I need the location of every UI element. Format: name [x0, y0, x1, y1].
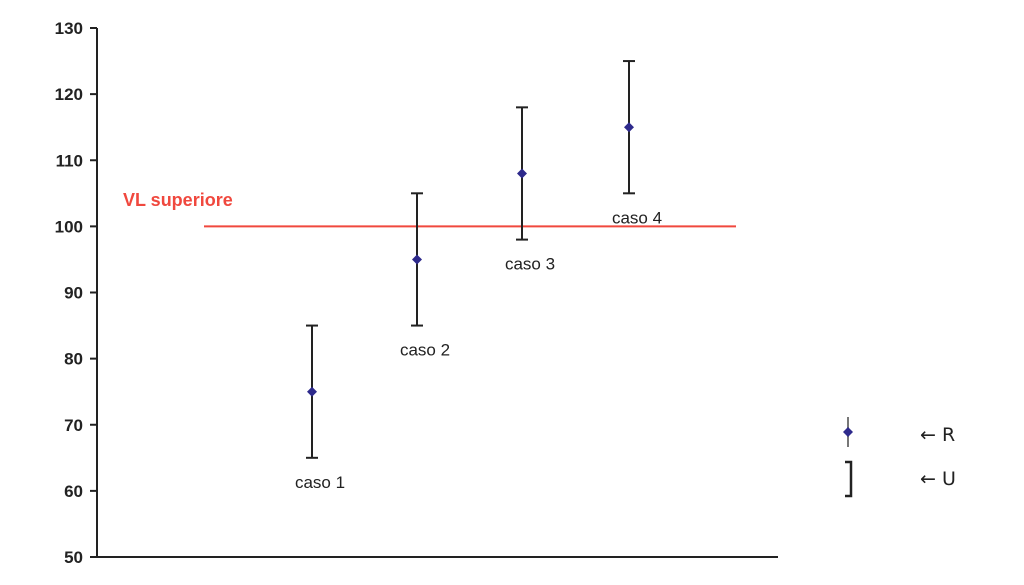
y-tick-label: 100 — [55, 217, 83, 236]
y-tick-label: 120 — [55, 85, 83, 104]
axes: 50 60 70 80 90 100 110 120 130 — [55, 19, 778, 567]
data-point-4: caso 4 — [612, 60, 662, 227]
point-label: caso 4 — [612, 208, 662, 227]
y-tick-label: 50 — [64, 548, 83, 567]
legend-entry-r: ← R — [920, 424, 955, 446]
legend: ← R ← U — [843, 417, 956, 498]
legend-point-marker-icon — [843, 427, 853, 437]
point-label: caso 3 — [505, 255, 555, 274]
y-tick-label: 90 — [64, 284, 83, 303]
reference-line-label: VL superiore — [123, 190, 233, 210]
y-tick-label: 130 — [55, 19, 83, 38]
y-tick-label: 70 — [64, 416, 83, 435]
point-label: caso 1 — [295, 473, 345, 492]
y-tick-label: 60 — [64, 482, 83, 501]
legend-bracket-icon — [845, 460, 853, 498]
point-marker — [307, 386, 317, 397]
y-tick-label: 80 — [64, 350, 83, 369]
point-label: caso 2 — [400, 341, 450, 360]
point-marker — [624, 122, 634, 133]
legend-entry-u: ← U — [920, 468, 956, 490]
y-tick-label: 110 — [56, 151, 83, 170]
data-point-2: caso 2 — [400, 192, 450, 360]
data-point-1: caso 1 — [295, 324, 345, 492]
point-marker — [517, 168, 527, 179]
data-points: caso 1 caso 2 caso 3 caso 4 — [295, 60, 662, 492]
point-marker — [412, 254, 422, 265]
data-point-3: caso 3 — [505, 106, 555, 274]
